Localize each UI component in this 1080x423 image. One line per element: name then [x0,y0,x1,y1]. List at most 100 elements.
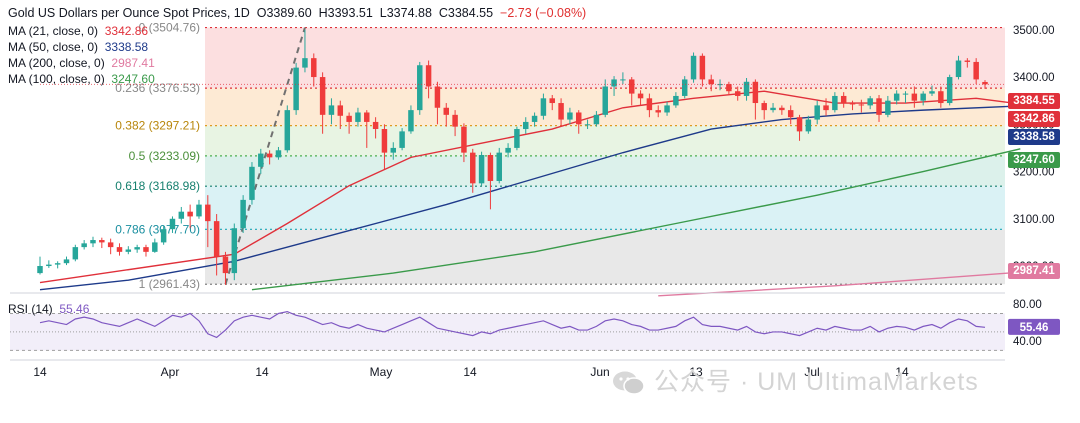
candle [576,110,582,134]
candle [266,150,273,165]
ma100-line [251,148,1021,291]
candle-body [258,153,264,167]
candle [169,216,176,233]
candle-body [37,266,43,274]
candle [946,74,953,106]
time-tick: May [370,365,393,379]
candle-body [169,218,176,230]
time-tick: 14 [255,365,269,379]
candle-body [761,103,767,111]
candle [390,142,397,160]
symbol-title: Gold US Dollars per Ounce Spot Prices, 1… [8,6,250,20]
candle-body [655,110,661,113]
candle-body [673,95,679,106]
candle-body [496,152,502,181]
candle [840,92,847,108]
candle-body [116,247,123,252]
candle-body [840,95,847,104]
candle [885,95,891,118]
candle [196,199,202,219]
rsi-band [10,313,1005,351]
candle [205,195,211,248]
candle [231,223,238,281]
candle-body [584,124,591,126]
watermark-text: 公众号 · UM UltimaMarkets [654,368,979,396]
candle [116,243,123,256]
candle-body [160,229,167,243]
fib-label-6: 1 (2961.43) [139,277,200,291]
rsi-legend[interactable]: RSI (14) 55.46 [8,302,90,316]
candle [99,237,105,249]
ma21-legend[interactable]: MA (21, close, 0) 3342.86 [8,24,149,38]
price-tag: 3342.86 [1008,111,1060,127]
candle [593,111,600,127]
candle [81,240,87,250]
candle-body [408,110,414,132]
candle-body [805,119,812,132]
candle-body [434,86,441,108]
price-tick: 3400.00 [1013,72,1055,84]
ma100-value: 3247.60 [111,72,155,86]
candle [893,90,900,105]
candle-body [81,243,87,248]
candle [240,195,246,233]
candle-body [823,105,829,111]
candle-body [487,155,494,181]
candle-body [549,98,555,104]
candle [222,251,229,285]
fib-label-0: 0 (3504.76) [139,21,200,35]
fib-band-0 [205,27,1005,89]
candle-body [381,129,388,153]
time-tick: 14 [895,365,909,379]
candle-body [478,155,485,184]
ma200-legend[interactable]: MA (200, close, 0) 2987.41 [8,56,155,70]
ma50-value: 3338.58 [104,40,149,54]
candle [63,256,70,266]
wechat-icon [613,371,645,396]
candle-body [964,60,971,62]
candle [611,76,617,96]
candle [628,77,635,106]
candle-body [470,152,476,184]
candle [328,98,335,125]
candle-body [982,81,988,85]
candle-body [337,105,344,116]
fib-band-2 [205,125,1005,156]
open-value: 3389.60 [266,6,312,20]
candle-body [399,131,405,148]
candle [37,256,43,275]
ma200-line [658,271,1021,297]
ma100-legend[interactable]: MA (100, close, 0) 3247.60 [8,72,155,86]
candle-body [876,98,882,115]
fib-trend-line [224,27,306,285]
candle-body [311,58,317,78]
candle-body [196,204,202,217]
low-value: 3374.88 [386,6,432,20]
rsi-tag-text: 55.46 [1020,322,1049,334]
price-tag: 2987.41 [1008,263,1060,279]
candle-body [372,121,379,130]
candle-body [779,107,785,111]
candle [399,128,405,151]
candle-body [293,67,299,111]
ma50-legend[interactable]: MA (50, close, 0) 3338.58 [8,40,149,54]
candle [567,107,573,125]
candle-body [734,91,741,96]
price-tick: 3100.00 [1013,214,1055,226]
candle-body [858,104,865,106]
candle-body [717,84,723,86]
candle-body [946,77,953,104]
candle [823,98,829,116]
candle [867,95,873,110]
candle-body [787,110,794,118]
candle [72,244,79,262]
candle [187,204,193,229]
candle [302,29,308,73]
candle-body [178,211,185,219]
candle-body [902,93,909,95]
rsi-panel [10,292,1005,361]
candle [876,95,882,122]
candle-body [726,84,732,92]
candle [681,76,688,99]
